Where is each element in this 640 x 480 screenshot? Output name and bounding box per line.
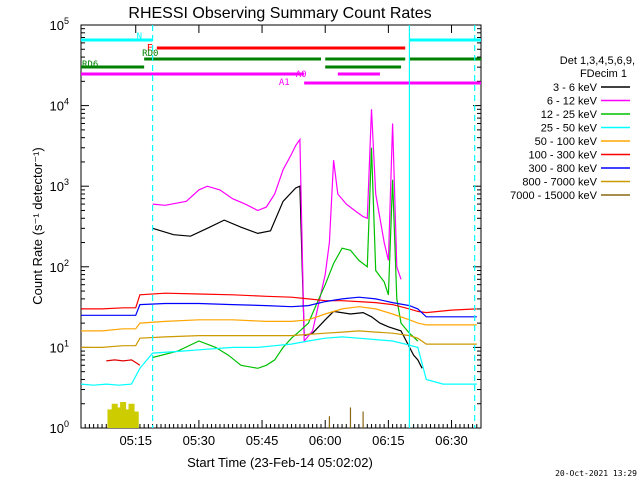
series-line-3-6keV [152, 185, 423, 369]
low-count-trace [124, 409, 131, 428]
attenuator-lines [151, 25, 476, 428]
low-count-trace [120, 402, 127, 428]
series-line-6-12keV [152, 109, 402, 343]
legend-entry-label: 100 - 300 keV [529, 150, 598, 162]
y-tick-base: 10 [50, 340, 64, 355]
low-count-trace [106, 359, 141, 366]
y-tick-exponent: 3 [64, 177, 69, 187]
chart-title: RHESSI Observing Summary Count Rates [128, 5, 431, 22]
annotation-bar-label: RD6 [82, 60, 98, 70]
x-axis-label: Start Time (23-Feb-14 05:02:02) [187, 455, 373, 470]
legend-entry-label: 800 - 7000 keV [522, 177, 597, 189]
low-count-trace [115, 407, 122, 428]
plot-frame [80, 24, 482, 429]
y-tick-exponent: 4 [64, 97, 69, 107]
x-tick-label: 05:15 [119, 433, 152, 448]
annotation-bar-label: F [147, 43, 153, 54]
y-tick-base: 10 [50, 179, 64, 194]
x-tick-label: 06:30 [435, 433, 468, 448]
low-count-trace [132, 411, 139, 428]
y-axis-label: Count Rate (s⁻¹ detector⁻¹) [30, 147, 45, 305]
series-line-800-7000keV [81, 330, 477, 348]
annotation-bar-label: A0 [296, 70, 307, 80]
series-line-100-300keV [81, 292, 477, 314]
legend: Det 1,3,4,5,6,9,FDecim 1 3 - 6 keV 6 - 12 … [510, 55, 635, 202]
x-tick-label: 05:45 [246, 433, 279, 448]
legend-header: Det 1,3,4,5,6,9, [560, 55, 635, 67]
legend-entry-label: 300 - 800 keV [529, 163, 598, 175]
y-tick-base: 10 [50, 99, 64, 114]
y-tick-exponent: 1 [64, 338, 69, 348]
x-tick-label: 06:00 [309, 433, 342, 448]
x-tick-label: 06:15 [372, 433, 405, 448]
legend-entry-label: 25 - 50 keV [541, 123, 598, 135]
annotation-bar-label: RD0 [142, 49, 158, 59]
legend-subheader: FDecim 1 [580, 68, 627, 80]
legend-entry-label: 7000 - 15000 keV [510, 190, 598, 202]
annotation-bar-label: N [137, 32, 142, 42]
y-tick-label: 102 [50, 258, 69, 275]
y-tick-exponent: 2 [64, 258, 69, 268]
footer-date: 20-Oct-2021 13:29 [555, 469, 637, 478]
y-tick-label: 103 [50, 177, 69, 194]
series-line-12-25keV [152, 147, 419, 369]
y-tick-exponent: 5 [64, 16, 69, 26]
y-tick-base: 10 [50, 18, 64, 33]
legend-entry-label: 50 - 100 keV [535, 136, 598, 148]
y-tick-exponent: 0 [64, 419, 69, 429]
series-line-50-100keV [81, 306, 477, 332]
annotation-bar-label: A1 [279, 78, 290, 88]
y-tick-base: 10 [50, 421, 64, 436]
legend-entry-label: 6 - 12 keV [547, 96, 598, 108]
y-tick-base: 10 [50, 260, 64, 275]
series-lines [80, 109, 477, 428]
low-count-trace [107, 409, 114, 428]
series-line-25-50keV [80, 336, 477, 386]
x-ticks: 05:15 05:30 05:45 06:00 06:15 06:30 [84, 25, 478, 448]
legend-entry-label: 3 - 6 keV [553, 82, 598, 94]
legend-entry-label: 12 - 25 keV [541, 109, 598, 121]
y-tick-label: 105 [50, 16, 69, 33]
series-line-300-800keV [81, 296, 477, 318]
low-count-trace [128, 403, 135, 428]
y-tick-label: 101 [50, 338, 69, 355]
x-tick-label: 05:30 [183, 433, 216, 448]
low-count-trace [111, 403, 118, 428]
y-tick-label: 100 [50, 419, 69, 436]
y-tick-label: 104 [50, 97, 69, 114]
